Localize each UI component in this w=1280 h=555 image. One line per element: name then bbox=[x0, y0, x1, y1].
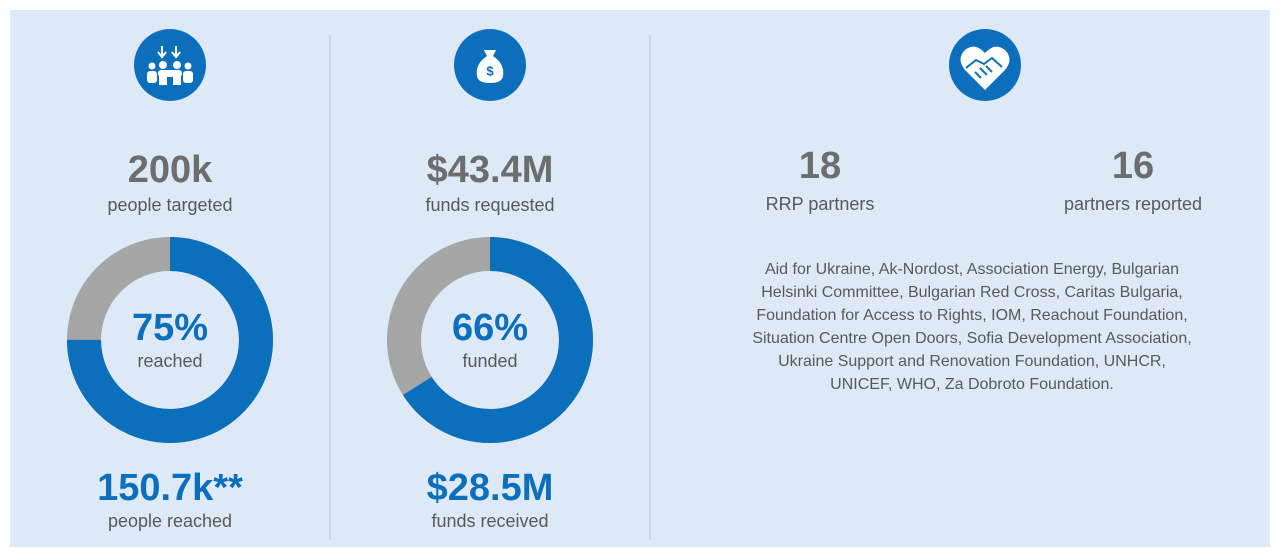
footer-caption: people reached bbox=[108, 511, 232, 531]
svg-text:$: $ bbox=[486, 63, 494, 78]
partner-list-box: Aid for Ukraine, Ak-Nordost, Association… bbox=[752, 261, 1192, 393]
headline: 200k bbox=[128, 149, 213, 191]
donut-arc bbox=[387, 237, 593, 443]
partner-list: Aid for Ukraine, Ak-Nordost, Association… bbox=[752, 261, 1192, 393]
donut-percent: 75% bbox=[132, 307, 208, 349]
headline-caption: people targeted bbox=[107, 195, 232, 215]
partner-caption: RRP partners bbox=[766, 194, 875, 214]
donut-arc bbox=[67, 237, 273, 443]
people-icon bbox=[134, 29, 206, 101]
donut-caption: funded bbox=[462, 351, 517, 371]
headline-caption: funds requested bbox=[425, 195, 554, 215]
money-icon: $ bbox=[454, 29, 526, 101]
partner-caption: partners reported bbox=[1064, 194, 1202, 214]
donut-caption: reached bbox=[137, 351, 202, 371]
partner-count: 18 bbox=[799, 145, 841, 187]
partner-count: 16 bbox=[1112, 145, 1154, 187]
footer-value: 150.7k** bbox=[97, 467, 243, 509]
footer-value: $28.5M bbox=[427, 467, 554, 509]
handshake-icon bbox=[949, 29, 1021, 101]
headline: $43.4M bbox=[427, 149, 554, 191]
footer-caption: funds received bbox=[431, 511, 548, 531]
donut-percent: 66% bbox=[452, 307, 528, 349]
